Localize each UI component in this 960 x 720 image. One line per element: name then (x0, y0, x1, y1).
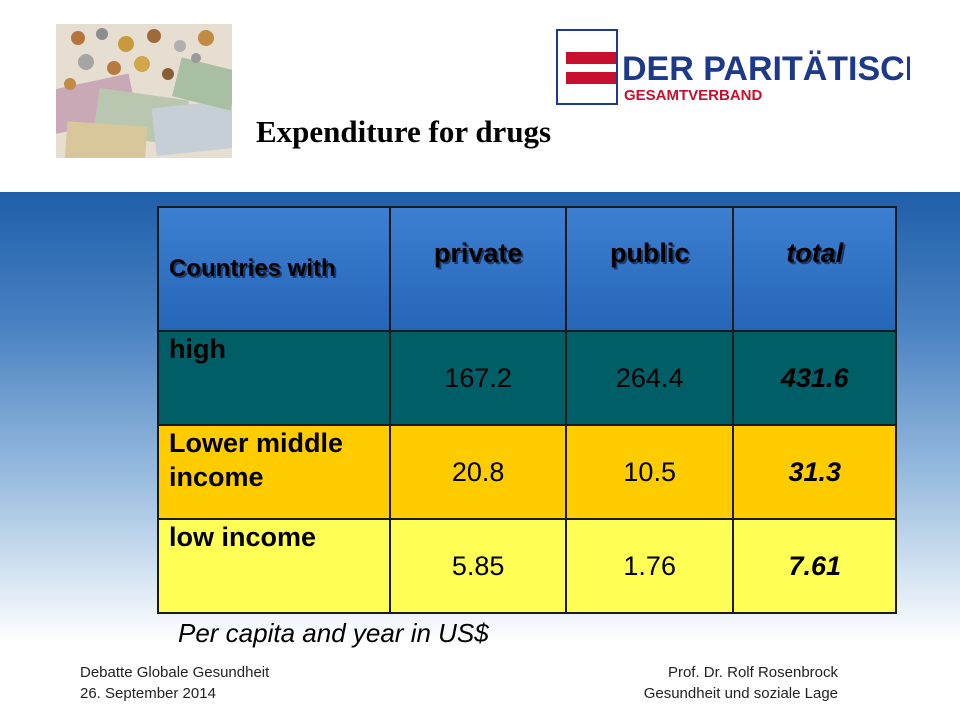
cell-private: 167.2 (389, 330, 567, 426)
table-row: high 167.2 264.4 431.6 (156, 330, 897, 426)
cell-private: 20.8 (389, 424, 567, 520)
cell-public: 264.4 (564, 330, 735, 426)
footer-author: Prof. Dr. Rolf Rosenbrock (667, 664, 838, 681)
row-label: low income (156, 518, 392, 614)
table-row: Lower middle income 20.8 10.5 31.3 (156, 424, 897, 520)
header-private: private (389, 206, 567, 332)
header-public: public (564, 206, 735, 332)
header-total: total (732, 206, 897, 332)
paritaetische-logo: DER PARITÄTISCHE GESAMTVERBAND (556, 28, 952, 106)
units-caption: Per capita and year in US$ (178, 618, 489, 648)
row-label: high (156, 330, 392, 426)
header-countries: Countries with (156, 206, 392, 332)
footer-right: Prof. Dr. Rolf Rosenbrock Gesundheit und… (560, 662, 838, 704)
footer-left: Debatte Globale Gesundheit 26. September… (80, 662, 269, 704)
row-label: Lower middle income (156, 424, 392, 520)
paritaetische-logo-graphic: DER PARITÄTISCHE GESAMTVERBAND (556, 29, 952, 105)
footer-topic: Gesundheit und soziale Lage (643, 685, 838, 702)
money-photo-illustration (56, 24, 232, 158)
cell-total: 31.3 (732, 424, 897, 520)
table-row: low income 5.85 1.76 7.61 (156, 518, 897, 614)
cell-total: 7.61 (732, 518, 897, 614)
footer-event: Debatte Globale Gesundheit (80, 664, 270, 681)
cell-total: 431.6 (732, 330, 897, 426)
cell-public: 1.76 (564, 518, 735, 614)
cell-private: 5.85 (389, 518, 567, 614)
slide-title: Expenditure for drugs (256, 114, 552, 149)
money-photo (56, 24, 232, 158)
footer-date: 26. September 2014 (80, 685, 216, 702)
table-header-row: Countries with private public total (156, 206, 897, 332)
logo-line1: DER PARITÄTISCHE (622, 50, 910, 88)
expenditure-table: Countries with private public total high… (156, 206, 897, 614)
logo-line2: GESAMTVERBAND (624, 87, 763, 104)
cell-public: 10.5 (564, 424, 735, 520)
